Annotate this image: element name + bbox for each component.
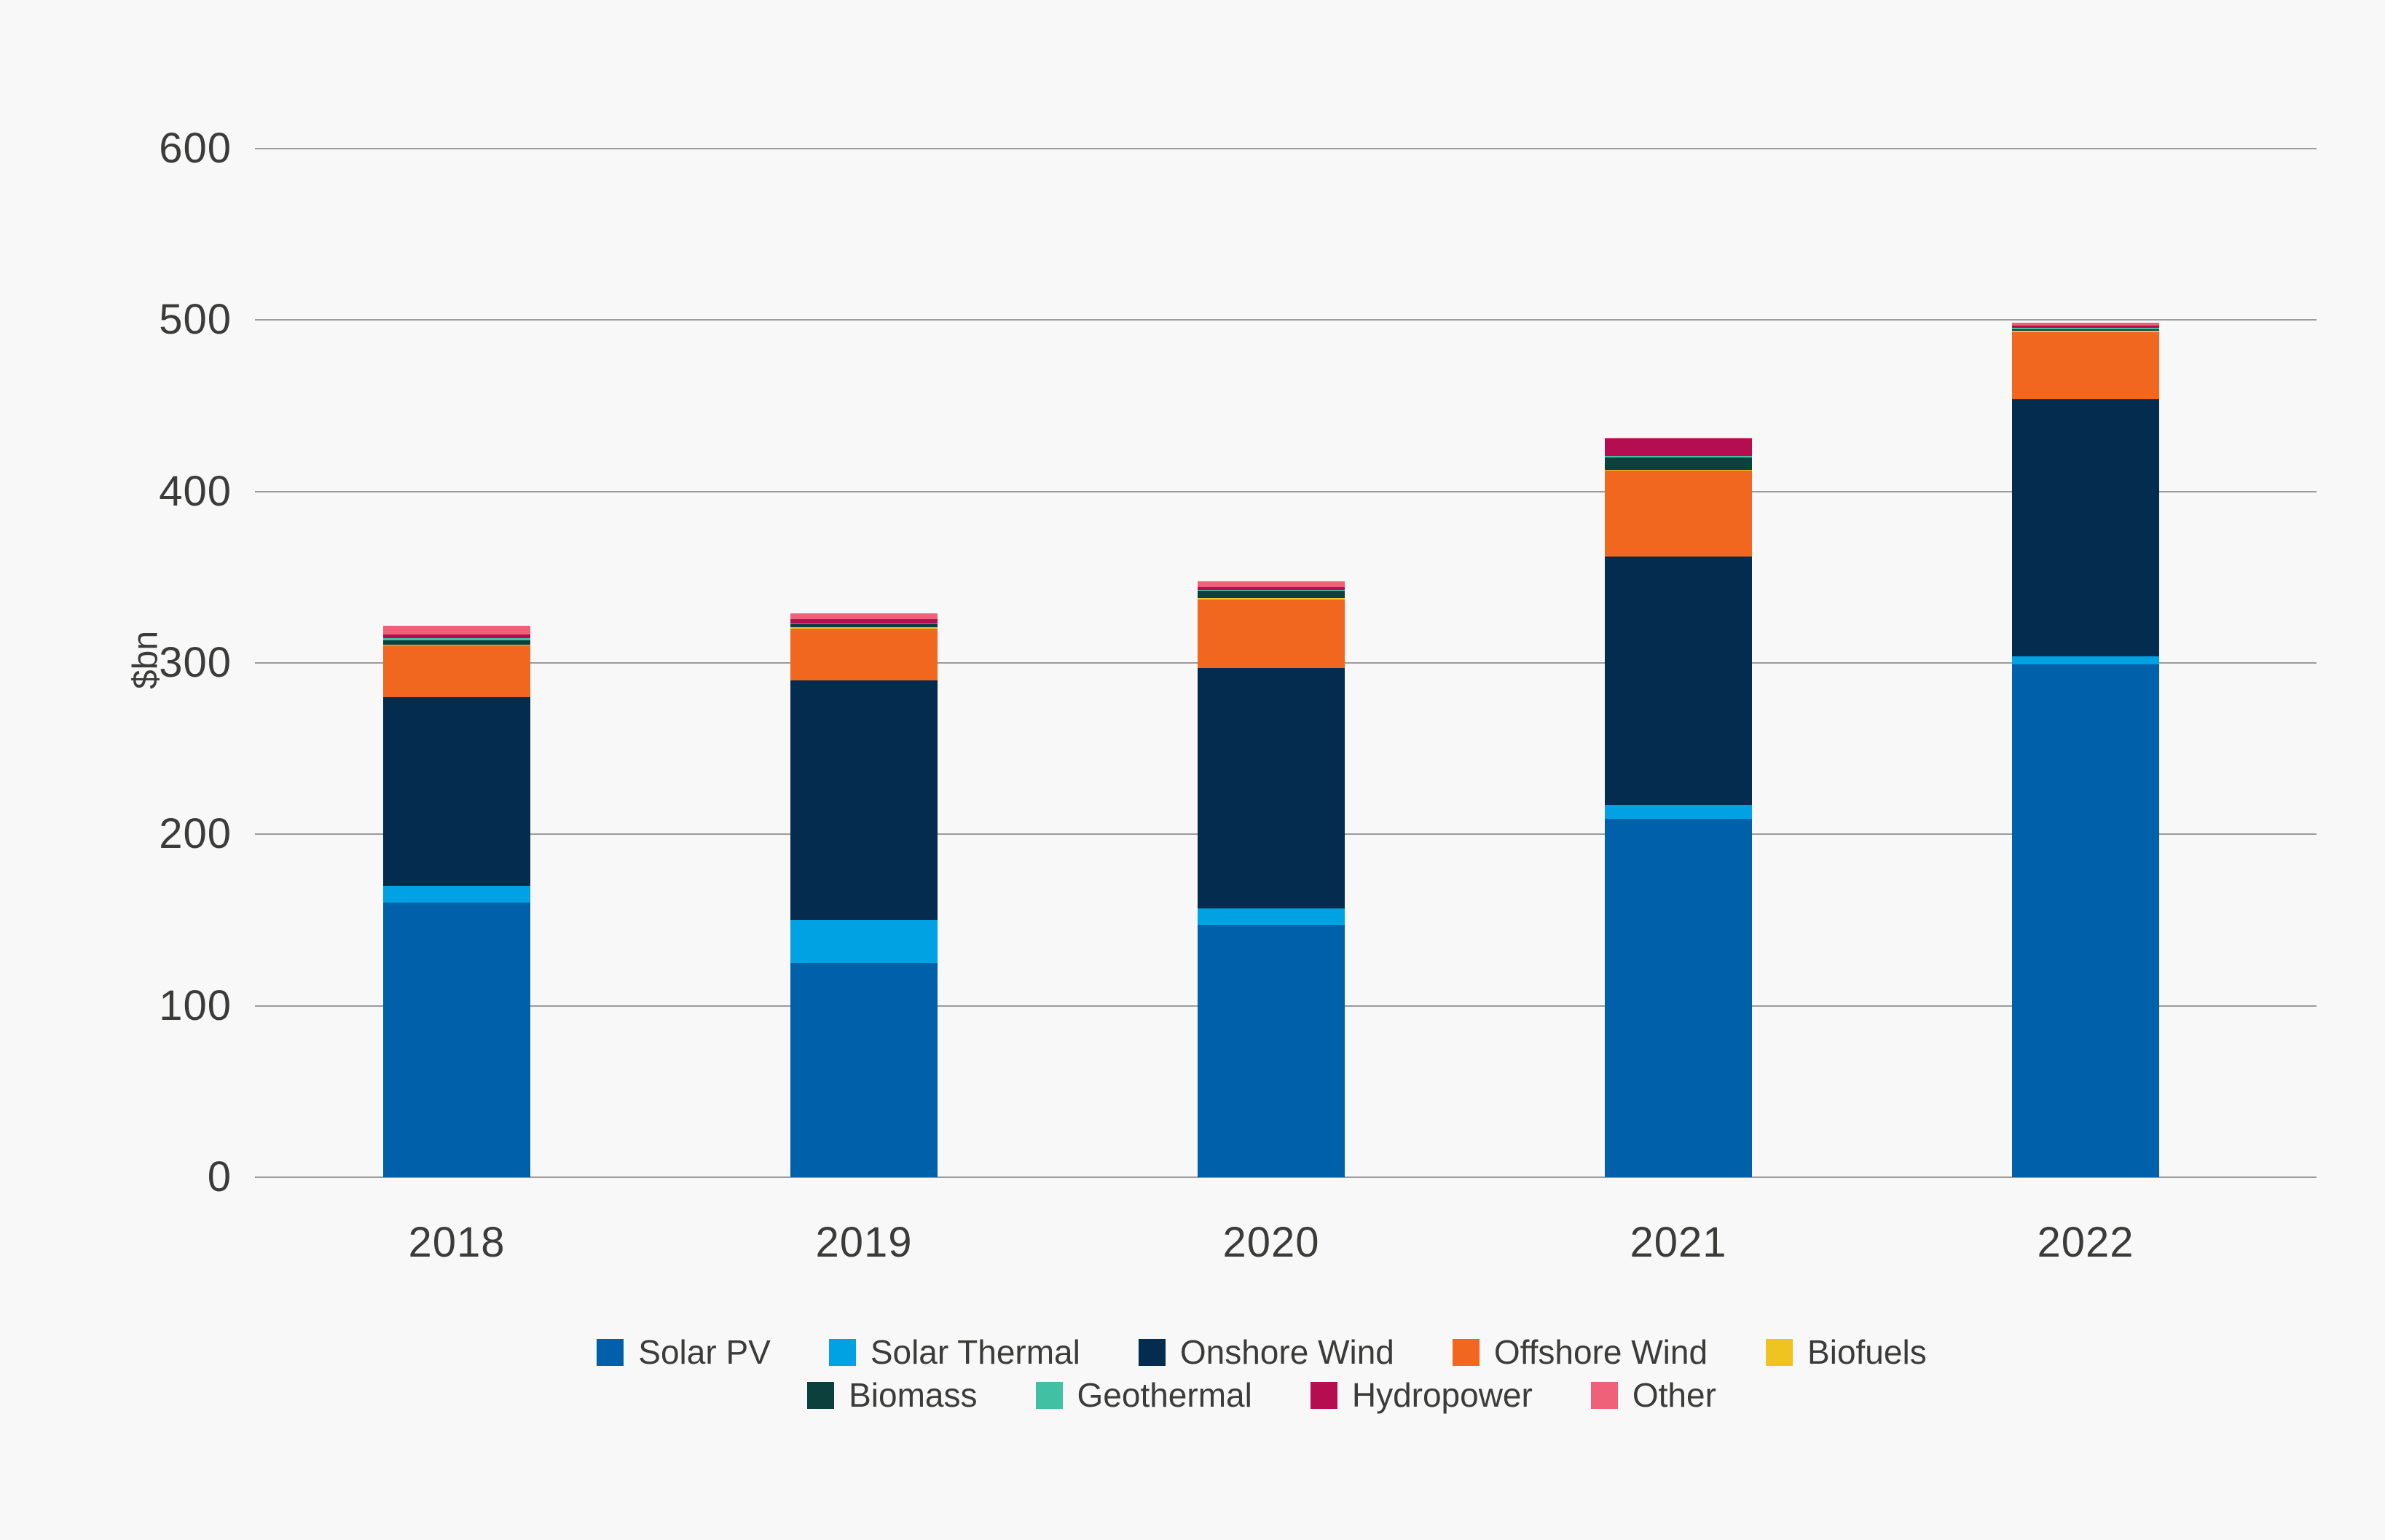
bar-2018 [383,626,530,1177]
bar-segment-2019-geothermal [790,622,938,624]
x-tick-label-2020: 2020 [1222,1219,1320,1266]
legend-item-solar-pv: Solar PV [597,1333,771,1371]
legend-label: Geothermal [1077,1376,1252,1414]
x-tick-label-2018: 2018 [408,1219,506,1266]
legend-item-offshore-wind: Offshore Wind [1452,1333,1708,1371]
bar-segment-2022-solar-thermal [2012,656,2159,665]
bar-segment-2018-other [383,626,530,635]
legend-item-solar-thermal: Solar Thermal [828,1333,1080,1371]
legend-swatch-icon [1310,1381,1337,1409]
legend-item-biofuels: Biofuels [1766,1333,1927,1371]
bar-segment-2022-solar-pv [2012,664,2159,1177]
bar-segment-2018-hydropower [383,635,530,638]
bar-segment-2022-geothermal [2012,327,2159,330]
bar-segment-2021-biomass [1605,457,1752,470]
legend-swatch-icon [807,1381,835,1409]
bar-2019 [790,613,938,1177]
bar-segment-2022-offshore-wind [2012,331,2159,399]
bar-segment-2020-biofuels [1198,597,1345,600]
legend-swatch-icon [1452,1338,1480,1366]
bar-segment-2018-solar-thermal [383,885,530,903]
bar-segment-2019-offshore-wind [790,628,938,680]
bar-segment-2022-hydropower [2012,325,2159,328]
legend-item-onshore-wind: Onshore Wind [1138,1333,1394,1371]
legend-item-geothermal: Geothermal [1035,1376,1252,1414]
bar-segment-2020-solar-pv [1198,925,1345,1177]
bar-2022 [2012,322,2159,1177]
bar-segment-2020-onshore-wind [1198,668,1345,908]
legend-row-2: Biomass Geothermal Hydropower Other [138,1376,2385,1414]
bar-segment-2019-biomass [790,623,938,628]
bar-segment-2022-other [2012,322,2159,326]
x-tick-label-2022: 2022 [2037,1219,2134,1266]
y-tick-label-100: 100 [159,981,232,1029]
y-tick-label-300: 300 [159,639,232,686]
y-tick-label-0: 0 [207,1153,232,1201]
bar-segment-2020-biomass [1198,591,1345,598]
x-tick-label-2019: 2019 [815,1219,913,1266]
legend-label: Hydropower [1351,1376,1533,1414]
bar-segment-2020-solar-thermal [1198,908,1345,926]
legend-item-biomass: Biomass [807,1376,978,1414]
legend-label: Solar Thermal [870,1333,1080,1371]
bar-segment-2021-solar-pv [1605,819,1752,1177]
bar-segment-2018-geothermal [383,637,530,641]
bar-segment-2020-offshore-wind [1198,599,1345,669]
bar-segment-2019-biofuels [790,627,938,629]
y-tick-label-600: 600 [159,125,232,172]
bar-segment-2019-hydropower [790,619,938,623]
y-tick-label-400: 400 [159,467,232,515]
gridline-0 [255,1176,2317,1178]
bar-2020 [1198,581,1345,1177]
bar-segment-2022-biofuels [2012,331,2159,332]
bar-segment-2018-onshore-wind [383,697,530,886]
legend-item-hydropower: Hydropower [1310,1376,1533,1414]
bar-segment-2021-biofuels [1605,469,1752,471]
legend-label: Offshore Wind [1493,1333,1708,1371]
legend-row-1: Solar PV Solar Thermal Onshore Wind Offshor… [138,1333,2385,1371]
legend-swatch-icon [1138,1338,1166,1366]
bar-segment-2019-onshore-wind [790,680,938,921]
legend-label: Onshore Wind [1179,1333,1394,1371]
bar-segment-2022-biomass [2012,329,2159,331]
bar-segment-2019-other [790,613,938,620]
legend-swatch-icon [1766,1338,1793,1366]
legend-swatch-icon [597,1338,624,1366]
bar-segment-2020-hydropower [1198,586,1345,590]
legend-label: Biofuels [1807,1333,1927,1371]
bar-segment-2021-solar-thermal [1605,805,1752,820]
bar-segment-2018-solar-pv [383,903,530,1177]
legend-label: Other [1632,1376,1716,1414]
gridline-600 [255,148,2317,149]
y-tick-label-200: 200 [159,810,232,858]
bar-segment-2021-hydropower [1605,439,1752,457]
bar-segment-2021-geothermal [1605,456,1752,458]
legend-swatch-icon [828,1338,856,1366]
bar-segment-2022-onshore-wind [2012,398,2159,656]
bar-segment-2021-other [1605,438,1752,439]
legend-item-other: Other [1590,1376,1716,1414]
bar-segment-2019-solar-thermal [790,920,938,963]
legend-label: Solar PV [638,1333,771,1371]
bar-segment-2021-offshore-wind [1605,471,1752,557]
bar-segment-2018-offshore-wind [383,645,530,698]
x-tick-label-2021: 2021 [1630,1219,1727,1266]
gridline-400 [255,490,2317,492]
bar-segment-2021-onshore-wind [1605,557,1752,806]
bar-segment-2020-geothermal [1198,589,1345,592]
gridline-500 [255,319,2317,321]
bar-segment-2018-biomass [383,640,530,645]
legend-swatch-icon [1590,1381,1618,1409]
legend-label: Biomass [849,1376,978,1414]
legend-swatch-icon [1035,1381,1063,1409]
bar-segment-2020-other [1198,581,1345,587]
bar-2021 [1605,438,1752,1177]
y-tick-label-500: 500 [159,296,232,344]
bar-segment-2019-solar-pv [790,962,938,1177]
